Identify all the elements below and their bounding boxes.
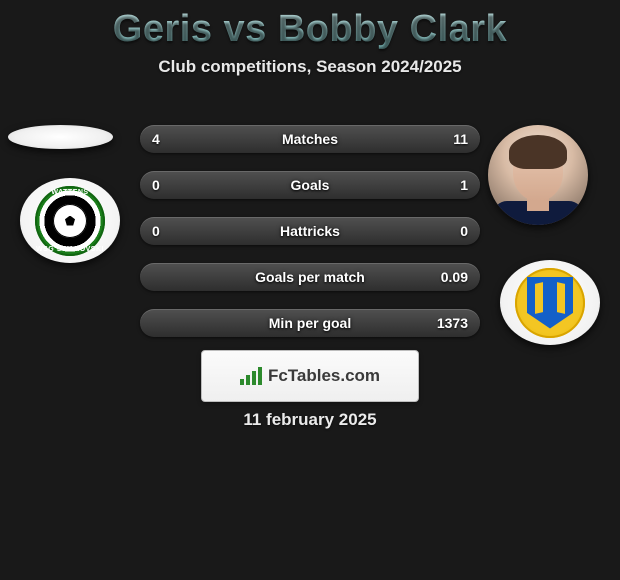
stat-left-value: 0 <box>152 177 160 193</box>
wsg-text-top: WATTENS <box>51 189 88 196</box>
right-club-badge <box>500 260 600 345</box>
stat-left-value: 0 <box>152 223 160 239</box>
stat-label: Goals per match <box>255 269 365 285</box>
player-face-icon <box>503 135 573 225</box>
left-club-badge: WATTENS WSG SWAROVSKI <box>20 178 120 263</box>
stat-row-hattricks: 0 Hattricks 0 <box>140 217 480 245</box>
crest-icon <box>515 268 585 338</box>
stat-left-value: 4 <box>152 131 160 147</box>
left-player-avatar <box>8 125 113 149</box>
stat-row-mpg: Min per goal 1373 <box>140 309 480 337</box>
shield-icon <box>527 277 573 329</box>
wsg-text-bottom: WSG SWAROVSKI <box>36 246 104 253</box>
stat-right-value: 1373 <box>437 315 468 331</box>
stat-label: Matches <box>282 131 338 147</box>
stat-right-value: 11 <box>453 131 468 147</box>
soccer-ball-icon <box>53 204 87 238</box>
brand-label: FcTables.com <box>268 366 380 386</box>
wsg-badge-icon: WATTENS WSG SWAROVSKI <box>35 186 105 256</box>
stats-table: 4 Matches 11 0 Goals 1 0 Hattricks 0 Goa… <box>140 125 480 355</box>
page-title: Geris vs Bobby Clark <box>0 0 620 51</box>
stat-right-value: 0 <box>460 223 468 239</box>
brand-banner[interactable]: FcTables.com <box>201 350 419 402</box>
stat-right-value: 1 <box>460 177 468 193</box>
date-label: 11 february 2025 <box>243 410 376 430</box>
right-player-avatar <box>488 125 588 225</box>
stat-label: Min per goal <box>269 315 351 331</box>
stat-label: Goals <box>291 177 330 193</box>
stat-row-matches: 4 Matches 11 <box>140 125 480 153</box>
stat-label: Hattricks <box>280 223 340 239</box>
bar-chart-icon <box>240 367 262 385</box>
stat-row-goals: 0 Goals 1 <box>140 171 480 199</box>
stat-right-value: 0.09 <box>441 269 468 285</box>
stat-row-gpm: Goals per match 0.09 <box>140 263 480 291</box>
page-subtitle: Club competitions, Season 2024/2025 <box>0 57 620 77</box>
